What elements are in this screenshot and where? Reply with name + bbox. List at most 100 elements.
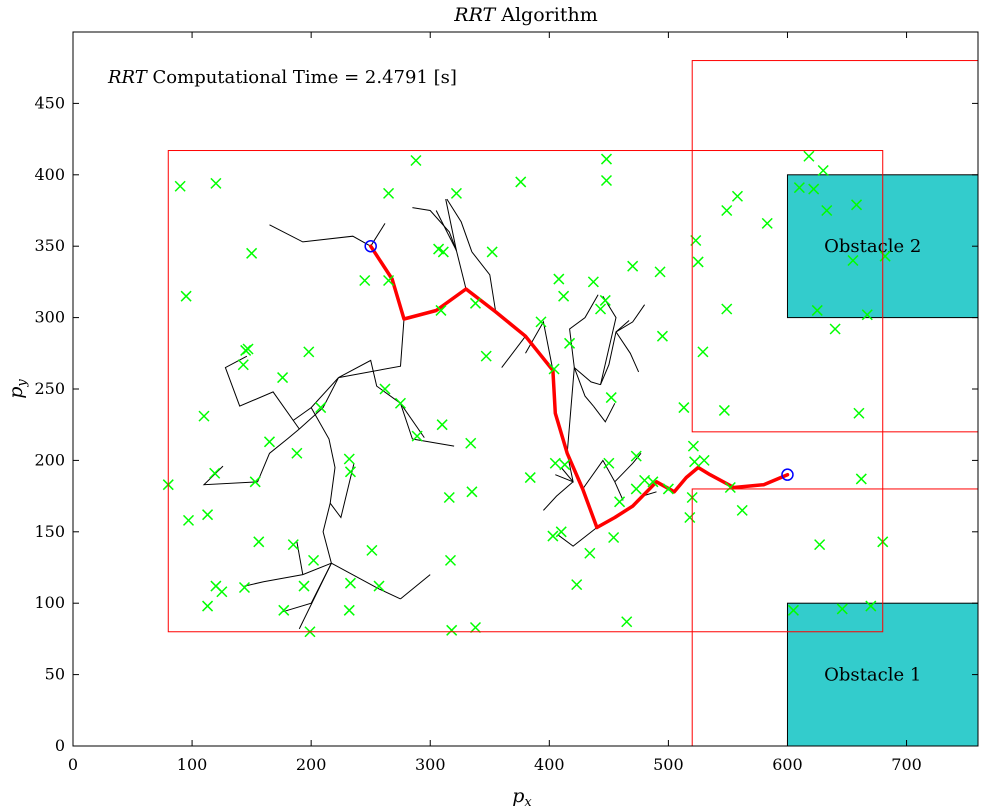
- goal-marker: [364, 239, 377, 253]
- sample-point: [761, 217, 773, 229]
- sample-point: [847, 254, 859, 267]
- sample-point: [180, 290, 192, 302]
- sample-point: [603, 457, 615, 469]
- y-tick-label: 200: [34, 450, 65, 469]
- sample-point: [394, 397, 406, 409]
- sample-point: [446, 624, 458, 636]
- sample-point: [587, 276, 599, 288]
- sample-point: [656, 330, 668, 342]
- sample-point: [851, 199, 863, 211]
- tree-edge: [298, 562, 332, 630]
- sample-point: [343, 604, 355, 616]
- tree-edge: [412, 438, 455, 447]
- sample-point: [450, 187, 462, 199]
- obstacle-1-label: Obstacle 1: [824, 665, 921, 686]
- tree-edge: [569, 294, 599, 368]
- sample-point: [444, 554, 457, 566]
- tree-edge: [560, 467, 574, 483]
- sample-point: [811, 304, 823, 316]
- sample-point: [548, 363, 560, 375]
- sample-point: [630, 483, 642, 495]
- sample-point: [808, 183, 820, 195]
- tree-edge: [614, 452, 642, 483]
- y-tick-label: 450: [34, 93, 65, 112]
- sample-point: [803, 150, 815, 162]
- sample-point: [278, 604, 290, 616]
- sample-point: [689, 456, 701, 468]
- sample-point: [853, 407, 865, 419]
- sample-point: [559, 459, 571, 471]
- sample-point: [555, 526, 567, 538]
- x-tick-label: 400: [534, 755, 565, 774]
- sample-point: [383, 274, 395, 287]
- sample-point: [821, 204, 833, 217]
- sample-point: [627, 260, 639, 272]
- sample-point: [584, 547, 596, 559]
- sample-point: [547, 530, 559, 542]
- sample-point: [605, 392, 617, 404]
- sample-point: [383, 187, 395, 199]
- sample-point: [480, 350, 492, 362]
- sample-point: [436, 419, 448, 431]
- sample-point: [343, 453, 355, 465]
- tree-edge: [310, 407, 336, 564]
- tree-edge: [543, 481, 574, 511]
- x-tick-label: 700: [891, 755, 922, 774]
- sample-point: [303, 346, 315, 358]
- sample-point: [315, 402, 327, 414]
- tree-edge: [338, 318, 405, 379]
- sample-point: [242, 343, 254, 355]
- tree-edge: [244, 562, 332, 587]
- sample-point: [524, 472, 536, 484]
- obstacle-2-label: Obstacle 2: [824, 236, 921, 257]
- sample-point: [654, 266, 666, 278]
- chart-title: RRT Algorithm: [453, 4, 597, 26]
- y-tick-label: 250: [34, 379, 65, 398]
- sample-point: [411, 430, 423, 442]
- sample-point: [793, 182, 805, 194]
- sample-point: [174, 180, 186, 192]
- sample-point: [571, 579, 583, 591]
- sample-point: [687, 440, 699, 452]
- tree-edge: [400, 574, 431, 600]
- computational-time-annotation: RRT Computational Time = 2.4791 [s]: [107, 67, 457, 88]
- sample-point: [291, 447, 303, 459]
- tree-edge: [331, 562, 401, 600]
- sample-point: [594, 303, 607, 315]
- tree-edge: [224, 355, 300, 430]
- sample-point: [814, 539, 826, 551]
- sample-point: [553, 273, 565, 285]
- x-tick-label: 300: [415, 755, 446, 774]
- tree-edge: [296, 541, 304, 575]
- sample-point: [736, 504, 748, 516]
- y-tick-label: 350: [34, 236, 65, 255]
- sample-point: [647, 476, 659, 488]
- sample-point: [379, 383, 391, 395]
- sample-point: [599, 294, 611, 306]
- x-tick-label: 200: [296, 755, 327, 774]
- sample-point: [209, 467, 221, 479]
- optimal-path-line: [368, 244, 790, 530]
- sample-point: [308, 554, 320, 566]
- sample-point: [721, 204, 733, 217]
- sample-point: [202, 509, 214, 521]
- tree-edge: [269, 224, 371, 247]
- sample-point: [721, 303, 733, 315]
- x-tick-label: 500: [653, 755, 684, 774]
- sample-point: [515, 176, 527, 188]
- tree-edge: [573, 367, 594, 407]
- y-tick-label: 400: [34, 165, 65, 184]
- axes-layer: 0 100 200 300 400 500 600 700 0 50 100 150 200 250 300…: [34, 31, 979, 774]
- tree-edge: [445, 198, 457, 251]
- sample-point: [469, 297, 482, 309]
- sample-point: [298, 580, 310, 592]
- sample-point: [865, 600, 877, 612]
- sample-point: [630, 450, 642, 462]
- sample-point: [718, 404, 730, 416]
- tree-edge: [615, 331, 640, 373]
- sample-point: [684, 511, 696, 524]
- sample-point: [817, 164, 829, 177]
- sample-point: [182, 514, 195, 526]
- tree-edge: [593, 403, 616, 423]
